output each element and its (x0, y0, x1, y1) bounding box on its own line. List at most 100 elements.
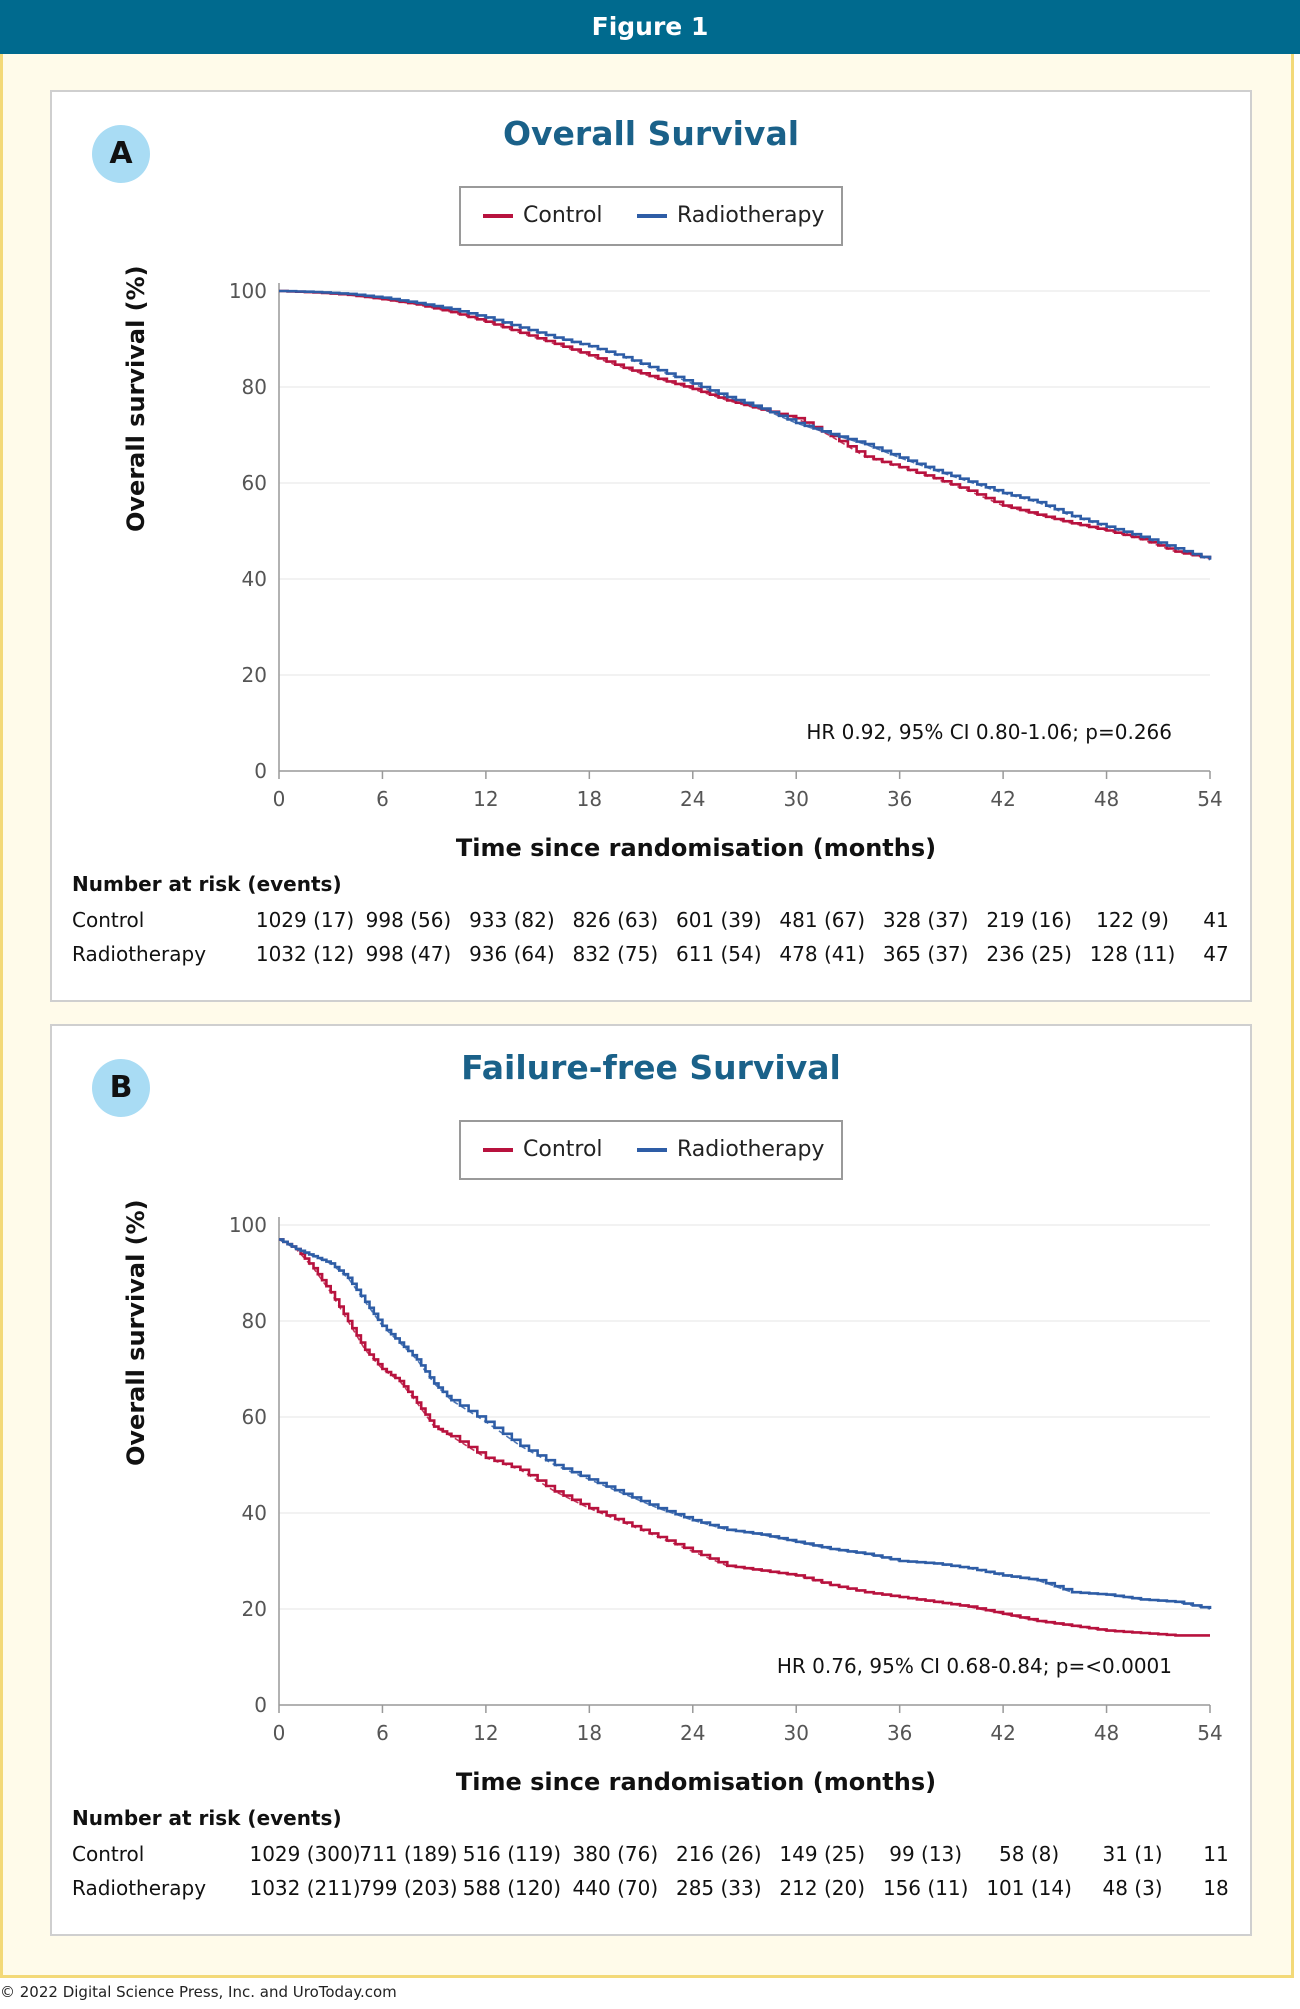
risk-cell: 611 (54) (675, 942, 762, 966)
x-tick-label: 18 (577, 1721, 602, 1745)
risk-cell: 516 (119) (462, 1842, 562, 1866)
x-tick-label: 12 (473, 787, 498, 811)
series-line-radiotherapy (279, 289, 1212, 560)
panel-letter: A (92, 125, 150, 183)
y-tick-label: 20 (242, 1597, 267, 1621)
risk-cell: 711 (189) (359, 1842, 458, 1866)
legend-swatch-control (483, 1148, 513, 1152)
risk-cell: 31 (1) (1102, 1842, 1163, 1866)
x-tick-label: 0 (273, 1721, 286, 1745)
risk-row-label: Radiotherapy (72, 942, 207, 966)
x-tick-label: 42 (990, 787, 1015, 811)
fit-line-radiotherapy (278, 1238, 1211, 1610)
risk-row-radiotherapy: Radiotherapy 1032 (12) 998 (47) 936 (64) 83… (72, 942, 1232, 972)
legend-label-control: Control (523, 203, 603, 228)
y-tick-label: 0 (254, 1693, 267, 1717)
risk-cell: 99 (13) (889, 1842, 963, 1866)
fit-line-control (278, 290, 1211, 560)
risk-row-control: Control 1029 (17) 998 (56) 933 (82) 826 (63… (72, 908, 1232, 938)
risk-cell: 41 (1203, 908, 1229, 932)
legend-item-control: Control (483, 188, 603, 244)
legend-label-radiotherapy: Radiotherapy (677, 203, 825, 228)
y-tick-label: 80 (242, 1309, 267, 1333)
legend-swatch-control (483, 214, 513, 218)
risk-row-label: Radiotherapy (72, 1876, 207, 1900)
risk-cell: 799 (203) (359, 1876, 458, 1900)
y-tick-label: 0 (254, 759, 267, 783)
y-tick-label: 40 (242, 567, 267, 591)
risk-cell: 101 (14) (986, 1876, 1072, 1900)
risk-cell: 933 (82) (469, 908, 555, 932)
legend-swatch-radiotherapy (637, 1148, 667, 1152)
risk-cell: 156 (11) (882, 1876, 969, 1900)
panel-a: A Overall Survival Control Radiotherapy … (50, 90, 1252, 1002)
x-tick-label: 54 (1197, 1721, 1222, 1745)
series-line-radiotherapy (279, 1238, 1212, 1609)
risk-cell: 328 (37) (882, 908, 969, 932)
risk-cell: 936 (64) (469, 942, 555, 966)
risk-cell: 219 (16) (986, 908, 1072, 932)
x-tick-label: 6 (376, 1721, 389, 1745)
x-tick-label: 12 (473, 1721, 498, 1745)
risk-cell: 481 (67) (779, 908, 866, 932)
risk-row-label: Control (72, 1842, 145, 1866)
survival-plot: 0 20 40 60 80 100 0 6 12 18 24 30 36 42 48 54 (229, 279, 1223, 811)
risk-row-label: Control (72, 908, 145, 932)
risk-cell: 998 (47) (365, 942, 452, 966)
fit-line-control (278, 1238, 1210, 1637)
x-tick-label: 30 (783, 1721, 808, 1745)
chart-title: Failure-free Survival (461, 1048, 841, 1087)
x-tick-label: 54 (1197, 787, 1222, 811)
chart-title: Overall Survival (502, 114, 800, 153)
risk-table-title: Number at risk (events) (72, 1806, 342, 1830)
risk-row-radiotherapy: Radiotherapy 1032 (211) 799 (203) 588 (120… (72, 1876, 1232, 1906)
x-tick-label: 18 (577, 787, 602, 811)
y-tick-label: 100 (229, 279, 267, 303)
legend-item-radiotherapy: Radiotherapy (637, 188, 824, 244)
x-tick-label: 36 (887, 1721, 912, 1745)
legend-label-radiotherapy: Radiotherapy (677, 1137, 825, 1162)
risk-cell: 478 (41) (779, 942, 866, 966)
risk-cell: 48 (3) (1102, 1876, 1163, 1900)
y-tick-label: 80 (242, 375, 267, 399)
y-tick-label: 100 (229, 1213, 267, 1237)
risk-cell: 128 (11) (1089, 942, 1176, 966)
fit-line-radiotherapy (278, 290, 1211, 561)
x-tick-label: 30 (783, 787, 808, 811)
risk-cell: 998 (56) (365, 908, 452, 932)
chart-legend: Control Radiotherapy (459, 1120, 843, 1180)
figure-title: Figure 1 (591, 12, 709, 41)
hazard-ratio-text: HR 0.76, 95% CI 0.68-0.84; p=<0.0001 (776, 1654, 1172, 1678)
x-tick-label: 36 (887, 787, 912, 811)
legend-item-radiotherapy: Radiotherapy (637, 1122, 824, 1178)
risk-cell: 832 (75) (572, 942, 659, 966)
risk-cell: 18 (1203, 1876, 1229, 1900)
x-axis-label: Time since randomisation (months) (455, 834, 937, 862)
risk-cell: 380 (76) (572, 1842, 659, 1866)
x-tick-label: 48 (1094, 1721, 1119, 1745)
y-tick-label: 40 (242, 1501, 267, 1525)
risk-cell: 365 (37) (882, 942, 969, 966)
risk-cell: 601 (39) (675, 908, 762, 932)
risk-table-title: Number at risk (events) (72, 872, 342, 896)
y-axis-label: Overall survival (%) (122, 265, 150, 532)
y-tick-label: 60 (242, 471, 267, 495)
x-tick-label: 42 (990, 1721, 1015, 1745)
x-tick-label: 48 (1094, 787, 1119, 811)
x-tick-label: 0 (273, 787, 286, 811)
x-tick-label: 24 (680, 787, 705, 811)
risk-cell: 1032 (12) (255, 942, 355, 966)
legend-label-control: Control (523, 1137, 603, 1162)
survival-plot: 0 20 40 60 80 100 0 6 12 18 24 30 36 42 48 54 (229, 1213, 1223, 1745)
x-tick-label: 6 (376, 787, 389, 811)
legend-item-control: Control (483, 1122, 603, 1178)
y-axis-label: Overall survival (%) (122, 1199, 150, 1466)
chart-legend: Control Radiotherapy (459, 186, 843, 246)
risk-cell: 212 (20) (779, 1876, 866, 1900)
series-line-control (279, 1238, 1210, 1637)
hazard-ratio-text: HR 0.92, 95% CI 0.80-1.06; p=0.266 (806, 720, 1172, 744)
panel-letter: B (92, 1059, 150, 1117)
risk-cell: 440 (70) (572, 1876, 659, 1900)
risk-cell: 216 (26) (675, 1842, 762, 1866)
legend-swatch-radiotherapy (637, 214, 667, 218)
